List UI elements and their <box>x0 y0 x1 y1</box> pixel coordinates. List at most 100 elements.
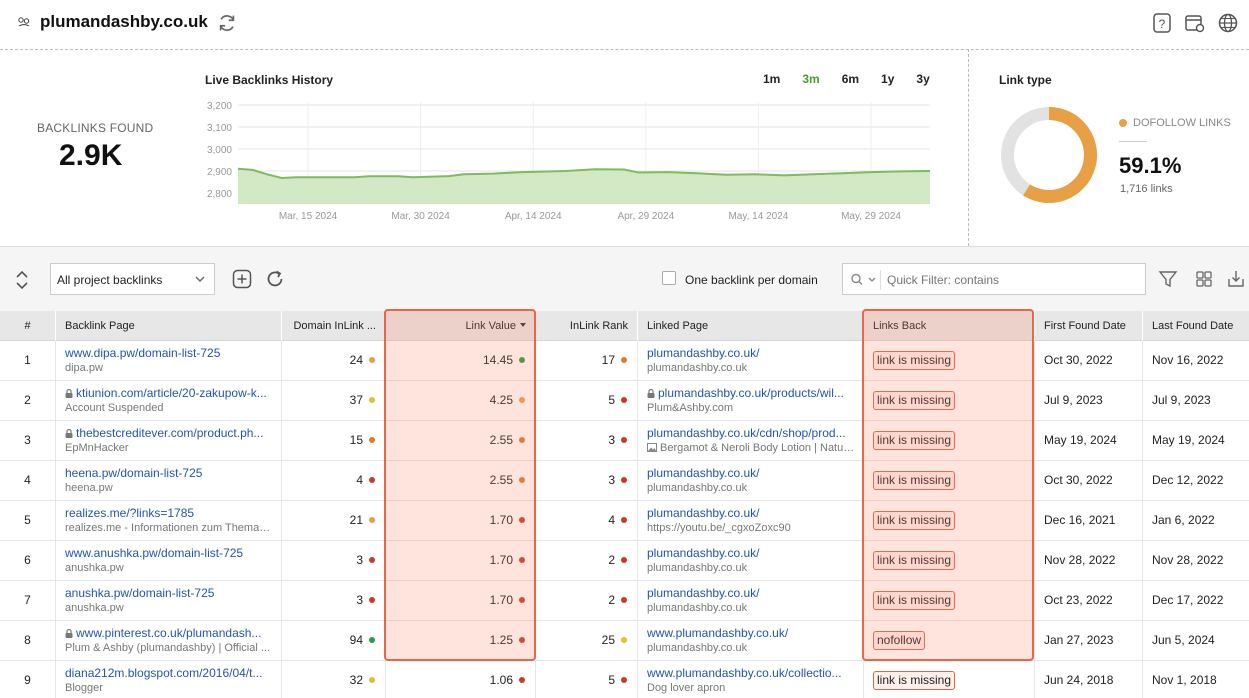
linked-page-url[interactable]: plumandashby.co.uk/ <box>647 346 855 360</box>
backlink-url-text: realizes.me/?links=1785 <box>65 506 195 520</box>
range-tab-1y[interactable]: 1y <box>881 72 895 86</box>
backlink-url-text: thebestcreditever.com/product.ph... <box>76 426 264 440</box>
cell-links-back: link is missing <box>863 421 1034 461</box>
table-row[interactable]: 1 www.dipa.pw/domain-list-725 dipa.pw 24 14.… <box>0 341 1249 381</box>
table-row[interactable]: 7 anushka.pw/domain-list-725 anushka.pw 3 1.… <box>0 581 1249 621</box>
columns-grid-icon[interactable] <box>1193 268 1215 290</box>
refresh-icon[interactable] <box>216 12 238 34</box>
links-back-badge: link is missing <box>873 671 956 690</box>
cell-backlink-page: www.pinterest.co.uk/plumandash... Plum & … <box>55 621 281 661</box>
last-found-date: Nov 1, 2018 <box>1152 673 1217 687</box>
table-row[interactable]: 2 ktiunion.com/article/20-zakupow-k... Acc… <box>0 381 1249 421</box>
link-value: 1.06 <box>489 673 513 687</box>
backlinks-scope-select[interactable]: All project backlinks <box>50 263 215 295</box>
cell-backlink-page: ktiunion.com/article/20-zakupow-k... Acco… <box>55 381 281 421</box>
column-header-3[interactable]: Link Value <box>385 311 535 341</box>
linked-page-url[interactable]: plumandashby.co.uk/ <box>647 466 855 480</box>
linked-page-url-text: www.plumandashby.co.uk/collectio... <box>647 666 842 680</box>
cell-divider <box>637 541 638 581</box>
add-icon[interactable] <box>231 268 253 290</box>
link-value: 4.25 <box>489 393 513 407</box>
cell-divider <box>863 661 864 698</box>
linked-page-url-text: plumandashby.co.uk/ <box>647 506 760 520</box>
backlink-url[interactable]: realizes.me/?links=1785 <box>65 506 273 520</box>
expand-collapse-icon[interactable] <box>14 269 30 291</box>
links-back-badge: link is missing <box>873 351 956 370</box>
y-tick-label: 2,800 <box>207 189 232 200</box>
table-row[interactable]: 4 heena.pw/domain-list-725 heena.pw 4 2.55 3 p… <box>0 461 1249 501</box>
link-value: 1.70 <box>489 593 513 607</box>
linked-page-url-text: plumandashby.co.uk/products/wil... <box>658 386 844 400</box>
cell-linked-page: plumandashby.co.uk/https://youtu.be/_cgx… <box>637 501 863 541</box>
backlink-url[interactable]: www.anushka.pw/domain-list-725 <box>65 546 273 560</box>
rank-dot <box>369 516 375 523</box>
cell-divider <box>55 621 56 661</box>
range-tab-6m[interactable]: 6m <box>841 72 860 86</box>
link-value: 14.45 <box>482 353 513 367</box>
linked-page-url[interactable]: www.plumandashby.co.uk/ <box>647 626 855 640</box>
linked-page-url[interactable]: plumandashby.co.uk/ <box>647 586 855 600</box>
one-per-domain-checkbox[interactable] <box>662 271 676 285</box>
column-header-8[interactable]: Last Found Date <box>1142 311 1244 341</box>
column-header-2[interactable]: Domain InLink ... <box>281 311 385 341</box>
sort-desc-icon <box>520 323 526 327</box>
table-row[interactable]: 5 realizes.me/?links=1785 realizes.me - In… <box>0 501 1249 541</box>
calendar-settings-icon[interactable] <box>1184 12 1206 34</box>
linked-page-url-text: plumandashby.co.uk/ <box>647 586 760 600</box>
range-tab-3y[interactable]: 3y <box>916 72 930 86</box>
linked-page-url[interactable]: www.plumandashby.co.uk/collectio... <box>647 666 855 680</box>
domain-inlink-rank: 37 <box>349 393 363 407</box>
cell-divider <box>1034 541 1035 581</box>
linked-page-url[interactable]: plumandashby.co.uk/products/wil... <box>647 386 855 400</box>
cell-divider <box>281 501 282 541</box>
table-row[interactable]: 3 thebestcreditever.com/product.ph... EpMn… <box>0 421 1249 461</box>
select-value: All project backlinks <box>57 273 163 287</box>
column-header-5[interactable]: Linked Page <box>637 311 863 341</box>
links-back-badge: link is missing <box>873 391 956 410</box>
backlink-url[interactable]: heena.pw/domain-list-725 <box>65 466 273 480</box>
search-icon[interactable] <box>850 272 878 288</box>
range-tab-1m[interactable]: 1m <box>763 72 781 86</box>
linked-page-title-text: Plum&Ashby.com <box>647 402 733 414</box>
backlink-url[interactable]: diana212m.blogspot.com/2016/04/t... <box>65 666 273 680</box>
cell-links-back: link is missing <box>863 581 1034 621</box>
column-header-4[interactable]: InLink Rank <box>535 311 637 341</box>
linked-page-url[interactable]: plumandashby.co.uk/ <box>647 506 855 520</box>
linked-page-title: plumandashby.co.uk <box>647 482 855 494</box>
first-found-date: Nov 28, 2022 <box>1044 553 1116 567</box>
backlink-url[interactable]: www.dipa.pw/domain-list-725 <box>65 346 273 360</box>
cell-last-found: Nov 28, 2022 <box>1142 553 1244 569</box>
table-row[interactable]: 8 www.pinterest.co.uk/plumandash... Plum &… <box>0 621 1249 661</box>
column-header-7[interactable]: First Found Date <box>1034 311 1142 341</box>
column-header-0[interactable]: # <box>0 311 55 341</box>
export-icon[interactable] <box>1225 268 1247 290</box>
row-number: 4 <box>24 473 31 487</box>
column-header-6[interactable]: Links Back <box>863 311 1034 341</box>
table-row[interactable]: 6 www.anushka.pw/domain-list-725 anushka.p… <box>0 541 1249 581</box>
site-title: plumandashby.co.uk <box>40 12 208 31</box>
reload-icon[interactable] <box>264 268 286 290</box>
x-tick-label: Mar, 15 2024 <box>279 211 338 222</box>
table-row[interactable]: 9 diana212m.blogspot.com/2016/04/t... Blog… <box>0 661 1249 698</box>
cell-backlink-page: www.dipa.pw/domain-list-725 dipa.pw <box>55 341 281 381</box>
inlink-rank: 2 <box>608 553 615 567</box>
linked-page-url[interactable]: plumandashby.co.uk/cdn/shop/prod... <box>647 426 855 440</box>
backlink-url[interactable]: thebestcreditever.com/product.ph... <box>65 426 273 440</box>
backlink-url[interactable]: www.pinterest.co.uk/plumandash... <box>65 626 273 640</box>
backlink-url[interactable]: anushka.pw/domain-list-725 <box>65 586 273 600</box>
donut-dofollow-segment <box>1023 107 1097 203</box>
quick-filter-input[interactable] <box>887 271 1137 289</box>
value-dot <box>519 476 525 483</box>
cell-last-found: Dec 17, 2022 <box>1142 593 1244 609</box>
cell-divider <box>1034 621 1035 661</box>
rank-dot <box>621 356 627 363</box>
linked-page-url-text: plumandashby.co.uk/ <box>647 466 760 480</box>
linked-page-url[interactable]: plumandashby.co.uk/ <box>647 546 855 560</box>
filter-icon[interactable] <box>1157 268 1179 290</box>
column-header-1[interactable]: Backlink Page <box>55 311 281 341</box>
help-icon[interactable]: ? <box>1151 12 1173 34</box>
globe-icon[interactable] <box>1217 12 1239 34</box>
cell-domain-inlink: 3 <box>281 553 385 569</box>
backlink-url[interactable]: ktiunion.com/article/20-zakupow-k... <box>65 386 273 400</box>
range-tab-3m[interactable]: 3m <box>802 72 820 86</box>
